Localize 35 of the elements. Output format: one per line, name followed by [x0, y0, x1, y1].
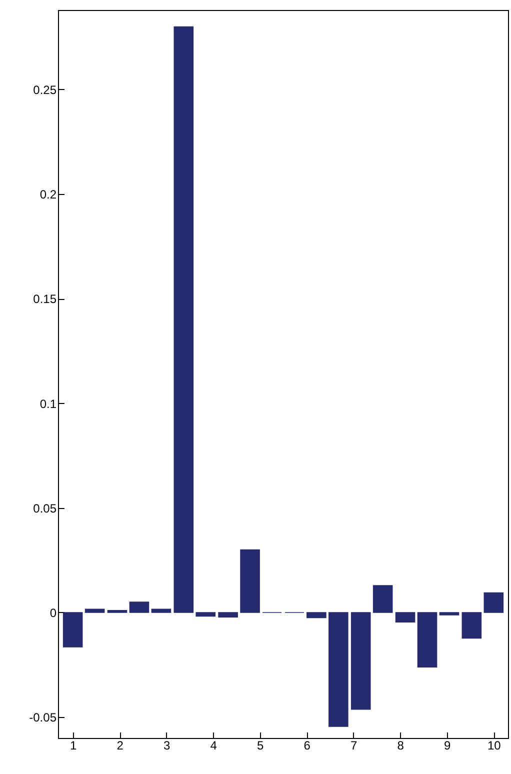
bar	[372, 585, 393, 613]
y-tick-label: -0.05	[29, 710, 57, 725]
bar	[306, 612, 326, 618]
bar	[462, 612, 482, 639]
x-tick-label: 4	[210, 738, 218, 752]
y-tick-label: 0.15	[33, 292, 57, 306]
bar	[174, 26, 194, 613]
x-tick-label: 8	[397, 738, 404, 752]
bar	[84, 608, 105, 613]
y-tick-label: 0.1	[40, 396, 57, 411]
bar	[107, 610, 128, 613]
bar	[151, 608, 172, 613]
bar	[395, 612, 416, 623]
x-tick-label: 7	[350, 738, 358, 752]
x-tick-label: 1	[70, 738, 77, 752]
y-tick-label: 0.05	[33, 501, 57, 516]
bar	[417, 612, 438, 668]
y-tick-label: 0	[50, 606, 57, 620]
bar	[196, 612, 216, 617]
y-tick-label: 0.25	[33, 82, 57, 97]
bar	[62, 612, 83, 648]
y-tick-label: 0.2	[40, 188, 57, 202]
bar	[218, 612, 238, 618]
x-tick-label: 3	[163, 738, 170, 752]
bar	[129, 602, 150, 613]
x-tick-label: 6	[304, 738, 311, 752]
bar	[240, 549, 260, 613]
bar	[350, 612, 371, 710]
bar	[439, 612, 460, 616]
x-tick-label: 10	[487, 738, 502, 752]
bar	[484, 592, 504, 613]
bar	[328, 612, 348, 727]
x-tick-label: 5	[257, 738, 264, 752]
x-tick-label: 2	[116, 738, 124, 752]
x-tick-label: 9	[444, 738, 452, 752]
